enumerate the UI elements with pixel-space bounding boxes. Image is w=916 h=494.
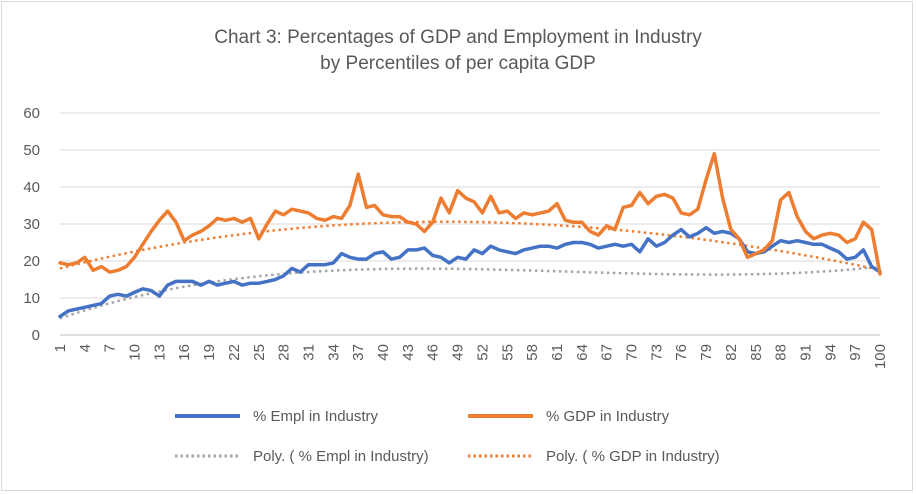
x-tick-label: 22 [226,344,243,361]
y-tick-label: 30 [23,216,40,233]
x-tick-label: 46 [425,344,442,361]
y-tick-label: 0 [32,327,40,344]
x-tick-label: 82 [723,344,740,361]
legend-label-empl-trend: Poly. ( % Empl in Industry) [253,448,429,465]
x-tick-label: 37 [350,344,367,361]
x-tick-label: 16 [176,344,193,361]
chart-subtitle: by Percentiles of per capita GDP [320,53,596,74]
legend: % Empl in Industry % GDP in Industry Pol… [175,408,720,465]
x-tick-label: 58 [524,344,541,361]
x-tick-label: 70 [624,344,641,361]
x-tick-label: 49 [450,344,467,361]
series-line-gdp [58,151,882,276]
y-tick-label: 50 [23,142,40,159]
x-tick-label: 10 [127,344,144,361]
x-axis-ticks: 1 4 7 10 13 16 19 22 25 28 31 34 37 40 43 46 49 52 55 58 61 6… [52,344,889,369]
x-tick-label: 61 [549,344,566,361]
trend-line-gdp [59,220,881,271]
x-tick-label: 91 [797,344,814,361]
x-tick-label: 4 [77,344,94,352]
legend-label-empl: % Empl in Industry [253,408,379,425]
x-tick-label: 73 [648,344,665,361]
x-tick-label: 43 [400,344,417,361]
series-lines [58,151,882,320]
x-tick-label: 55 [499,344,516,361]
x-tick-label: 100 [872,344,889,369]
x-tick-label: 79 [698,344,715,361]
x-tick-label: 52 [474,344,491,361]
x-tick-label: 31 [300,344,317,361]
x-tick-label: 34 [325,344,342,361]
y-tick-label: 40 [23,179,40,196]
x-tick-label: 88 [773,344,790,361]
x-tick-label: 97 [847,344,864,361]
legend-label-gdp: % GDP in Industry [546,408,670,425]
x-tick-label: 64 [574,344,591,361]
y-tick-label: 60 [23,105,40,122]
y-tick-label: 10 [23,290,40,307]
x-tick-label: 13 [151,344,168,361]
x-tick-label: 25 [251,344,268,361]
gridlines [60,112,880,299]
legend-label-gdp-trend: Poly. ( % GDP in Industry) [546,448,720,465]
x-tick-label: 40 [375,344,392,361]
x-tick-label: 1 [52,344,69,352]
chart-title: Chart 3: Percentages of GDP and Employme… [214,27,702,48]
trend-line-empl [59,265,881,320]
x-tick-label: 7 [102,344,119,352]
x-tick-label: 67 [599,344,616,361]
x-tick-label: 94 [822,344,839,361]
x-tick-label: 19 [201,344,218,361]
x-tick-label: 28 [276,344,293,361]
y-tick-label: 20 [23,253,40,270]
x-tick-label: 85 [748,344,765,361]
y-axis-ticks: 0 10 20 30 40 50 60 [23,105,40,344]
x-tick-label: 76 [673,344,690,361]
